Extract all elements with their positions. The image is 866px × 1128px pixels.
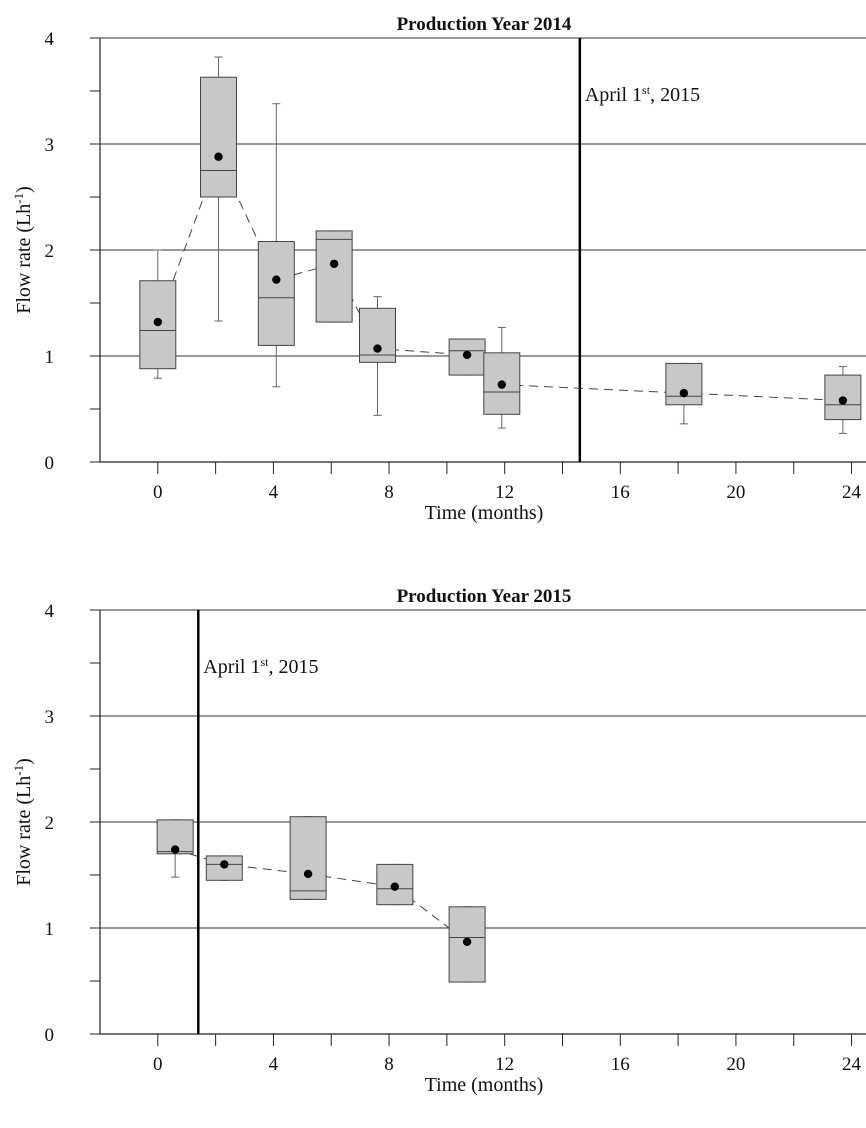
box-4 [448, 906, 486, 983]
mean-point [153, 317, 163, 327]
x-tick-label-3: 12 [495, 1054, 514, 1075]
x-tick-label-5: 20 [726, 1054, 745, 1075]
mean-point [373, 344, 382, 353]
box-8 [824, 366, 862, 434]
mean-point [497, 380, 506, 389]
annotation-label-main: April 1 [203, 656, 260, 678]
mean-point [838, 396, 848, 405]
x-tick-label-6: 24 [842, 1054, 862, 1075]
y-tick-label-4: 4 [45, 29, 55, 50]
annotation-label-sup: st [260, 655, 269, 669]
annotation-label-rest: , 2015 [269, 656, 319, 678]
y-axis-title-close: ) [13, 186, 35, 193]
box-0 [139, 249, 177, 379]
box-iqr [289, 816, 327, 900]
annotation-label-rest: , 2015 [650, 84, 700, 106]
box-2 [257, 103, 295, 388]
mean-point [679, 388, 689, 398]
x-tick-label-0: 0 [153, 1054, 163, 1075]
mean-point [462, 350, 472, 360]
mean-point [329, 259, 339, 268]
mean-point [462, 937, 472, 946]
y-axis-title-sup: -1 [11, 193, 26, 204]
x-tick-label-2: 8 [384, 482, 394, 503]
y-tick-label-2: 2 [45, 813, 55, 834]
x-tick-label-1: 4 [269, 482, 279, 503]
chart-title: Production Year 2015 [397, 586, 572, 607]
x-tick-label-0: 0 [153, 482, 163, 503]
box-0 [156, 819, 194, 878]
box-3 [376, 863, 414, 906]
y-tick-label-3: 3 [45, 707, 55, 728]
box-6 [483, 326, 521, 429]
mean-point [303, 869, 313, 879]
x-tick-label-4: 16 [611, 482, 630, 503]
y-tick-label-1: 1 [45, 919, 55, 940]
y-tick-label-2: 2 [45, 241, 55, 262]
box-4 [358, 296, 396, 416]
box-1 [200, 56, 238, 322]
mean-point [220, 860, 229, 869]
box-iqr [156, 819, 194, 855]
x-tick-label-3: 12 [495, 482, 514, 503]
x-tick-label-4: 16 [611, 1054, 630, 1075]
box-iqr [257, 241, 295, 346]
x-axis-title: Time (months) [425, 1074, 544, 1096]
box-7 [665, 362, 703, 425]
annotation-label: April 1st, 2015 [585, 83, 700, 106]
box-3 [315, 230, 353, 323]
mean-point [214, 152, 223, 161]
box-5 [448, 338, 486, 376]
y-tick-label-3: 3 [45, 135, 55, 156]
y-axis-title-close: ) [13, 758, 35, 765]
y-tick-label-0: 0 [45, 453, 55, 474]
box-2 [289, 816, 327, 900]
box-1 [205, 855, 243, 881]
box-iqr [200, 76, 238, 198]
mean-point [170, 845, 180, 854]
annotation-label: April 1st, 2015 [203, 655, 318, 678]
y-tick-label-4: 4 [45, 601, 55, 622]
mean-point [390, 882, 400, 891]
x-tick-label-1: 4 [269, 1054, 279, 1075]
chart-title: Production Year 2014 [397, 14, 572, 35]
y-tick-label-0: 0 [45, 1025, 55, 1046]
box-iqr [315, 230, 353, 323]
box-iqr [665, 362, 703, 406]
annotation-label-sup: st [642, 83, 651, 97]
y-axis-title: Flow rate (Lh-1) [11, 186, 36, 314]
x-axis-title: Time (months) [425, 502, 544, 524]
y-tick-label-1: 1 [45, 347, 55, 368]
y-axis-title-sup: -1 [11, 765, 26, 776]
y-axis-title-main: Flow rate (Lh [13, 776, 35, 886]
y-axis-title-main: Flow rate (Lh [13, 204, 35, 314]
x-tick-label-6: 24 [842, 482, 862, 503]
box-iqr [358, 307, 396, 363]
y-axis-title: Flow rate (Lh-1) [11, 758, 36, 886]
x-tick-label-5: 20 [726, 482, 745, 503]
x-tick-label-2: 8 [384, 1054, 394, 1075]
annotation-label-main: April 1 [585, 84, 642, 106]
mean-point [272, 275, 281, 284]
